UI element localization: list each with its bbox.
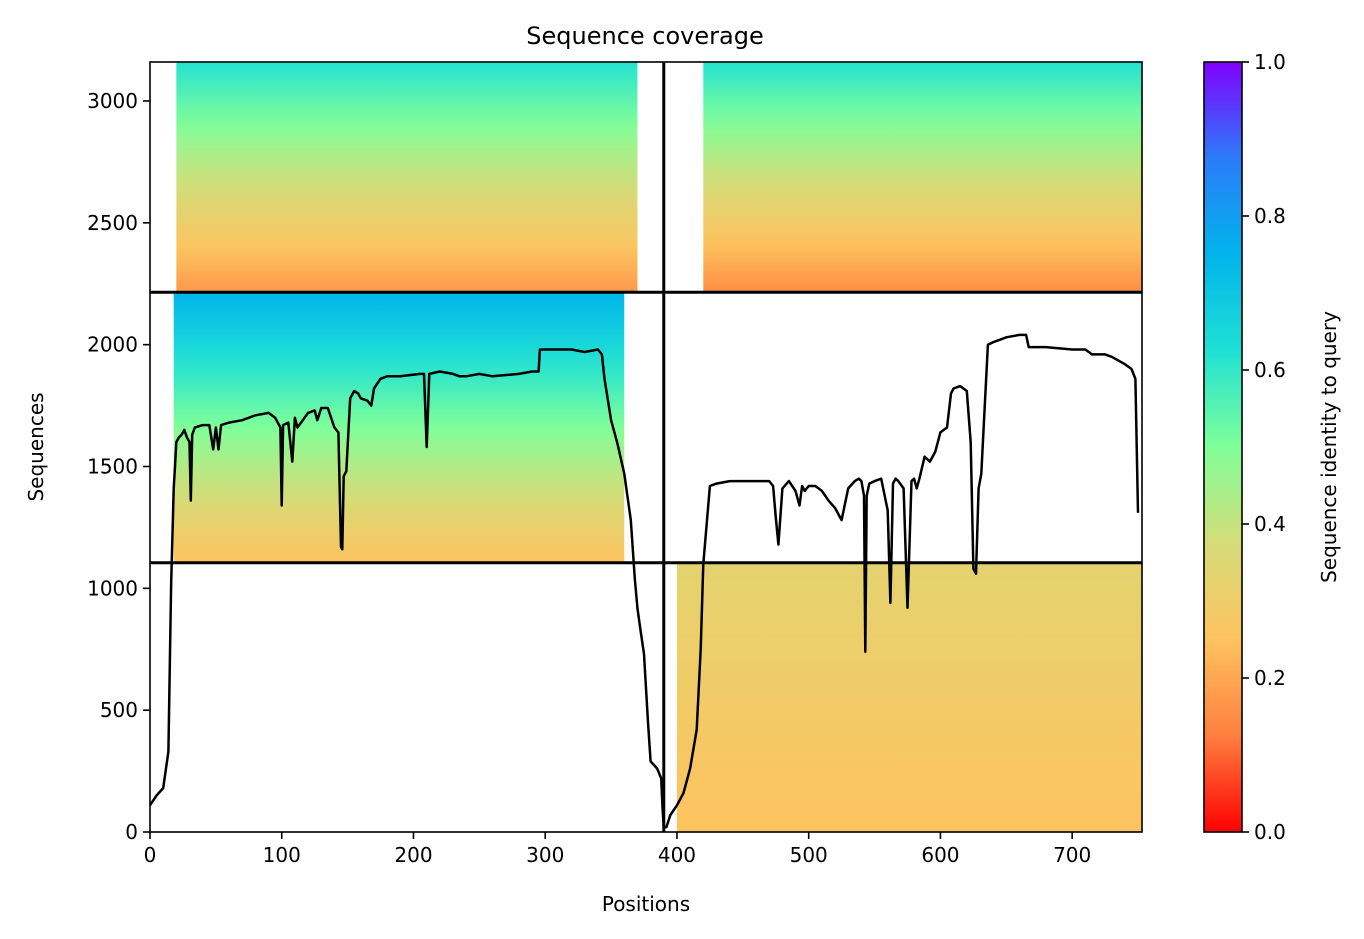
x-tick-label: 500 (790, 843, 828, 867)
coverage-line (148, 333, 1140, 829)
y-tick-label: 1500 (87, 454, 138, 478)
y-axis: 0 500 1000 1500 2000 2500 3000 (87, 89, 150, 844)
colorbar-tick-label: 0.2 (1254, 666, 1286, 690)
x-tick-label: 100 (263, 843, 301, 867)
colorbar-ticks: 0.0 0.2 0.4 0.6 0.8 1.0 (1242, 50, 1286, 844)
coverage-block (676, 562, 1142, 832)
colorbar-tick-label: 0.0 (1254, 820, 1286, 844)
colorbar-tick-label: 0.4 (1254, 512, 1286, 536)
x-tick-label: 400 (658, 843, 696, 867)
x-tick-label: 300 (526, 843, 564, 867)
coverage-heatmap (173, 62, 1142, 832)
colorbar-tick-label: 0.6 (1254, 358, 1286, 382)
colorbar-label: Sequence identity to query (1317, 311, 1341, 583)
y-tick-label: 0 (125, 820, 138, 844)
x-tick-label: 200 (394, 843, 432, 867)
x-axis: 0 100 200 300 400 500 600 700 (144, 832, 1091, 867)
chart-title: Sequence coverage (526, 22, 763, 50)
x-tick-label: 0 (144, 843, 157, 867)
y-tick-label: 500 (100, 698, 138, 722)
coverage-block (703, 62, 1142, 293)
y-tick-label: 2500 (87, 211, 138, 235)
x-axis-label: Positions (602, 892, 690, 916)
colorbar (1203, 61, 1243, 833)
x-tick-label: 700 (1053, 843, 1091, 867)
y-axis-label: Sequences (24, 392, 48, 501)
y-tick-label: 2000 (87, 333, 138, 357)
coverage-block (176, 62, 638, 293)
y-tick-label: 3000 (87, 89, 138, 113)
colorbar-tick-label: 1.0 (1254, 50, 1286, 74)
plot-frame (149, 61, 1143, 833)
colorbar-tick-label: 0.8 (1254, 204, 1286, 228)
y-tick-label: 1000 (87, 576, 138, 600)
coverage-block (173, 292, 625, 563)
x-tick-label: 600 (921, 843, 959, 867)
